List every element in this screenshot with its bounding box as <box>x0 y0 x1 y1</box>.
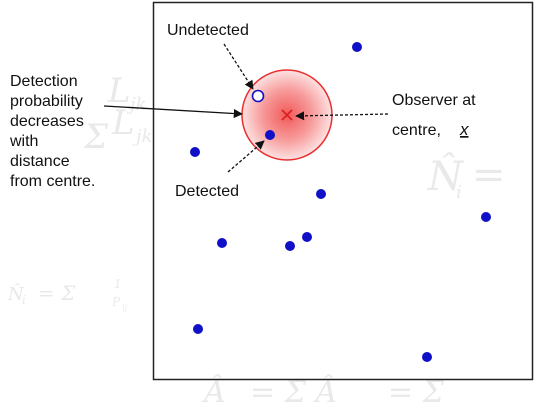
animal-dot <box>302 232 312 242</box>
pointer-arrows <box>103 43 389 173</box>
watermark-text: L <box>111 103 135 143</box>
watermark-text: i <box>22 293 26 307</box>
study-area-frame <box>152 1 534 381</box>
observer-cross-icon <box>281 109 293 121</box>
detection-line: from centre. <box>10 173 95 190</box>
detection-probability-arrow <box>103 105 243 119</box>
animal-dot <box>285 241 295 251</box>
animal-dots <box>190 42 491 362</box>
watermark-text: N̂ <box>427 154 465 200</box>
animal-dot <box>193 324 203 334</box>
detection-probability-label: Detection probability decreases with dis… <box>9 73 95 190</box>
detected-animal <box>265 130 275 140</box>
observer-symbol: x <box>459 120 469 139</box>
animal-dot <box>190 147 200 157</box>
observer-label: Observer at centre, <box>392 92 480 139</box>
undetected-arrow <box>223 43 254 90</box>
detection-line: probability <box>10 93 83 110</box>
watermark-text: ij <box>122 303 128 312</box>
watermark-text: L <box>107 71 131 111</box>
watermark-text: = <box>472 152 506 198</box>
animal-dot <box>481 212 491 222</box>
background-watermark: L jk Σ L jk N̂ i = N̂ i = Σ 1 P ij Â = Σ… <box>7 71 506 402</box>
detected-label: Detected <box>175 183 239 200</box>
undetected-animal <box>251 89 265 103</box>
watermark-text: jk <box>126 94 147 115</box>
detection-line: decreases <box>10 113 84 130</box>
watermark-text: Σ <box>82 117 109 157</box>
watermark-text: N̂ <box>7 283 25 305</box>
animal-dot <box>217 238 227 248</box>
detection-line: distance <box>10 153 70 170</box>
animal-dot <box>422 352 432 362</box>
watermark-text: 1 <box>114 277 122 291</box>
watermark-text: P <box>111 295 121 309</box>
watermark-text: i <box>456 182 462 203</box>
detection-line: Detection <box>10 73 78 90</box>
detected-arrow <box>227 140 265 173</box>
animal-dot <box>316 189 326 199</box>
observer-label-line2: centre, <box>392 122 441 139</box>
watermark-text: Â <box>201 374 226 402</box>
undetected-label: Undetected <box>167 22 249 39</box>
detection-line: with <box>9 133 38 150</box>
observer-label-line1: Observer at <box>392 92 476 109</box>
observer-arrow <box>295 111 389 121</box>
watermark-text: = Σ Â <box>250 374 337 402</box>
animal-dot <box>352 42 362 52</box>
watermark-text: jk <box>132 126 153 147</box>
watermark-text: = Σ <box>38 281 76 305</box>
